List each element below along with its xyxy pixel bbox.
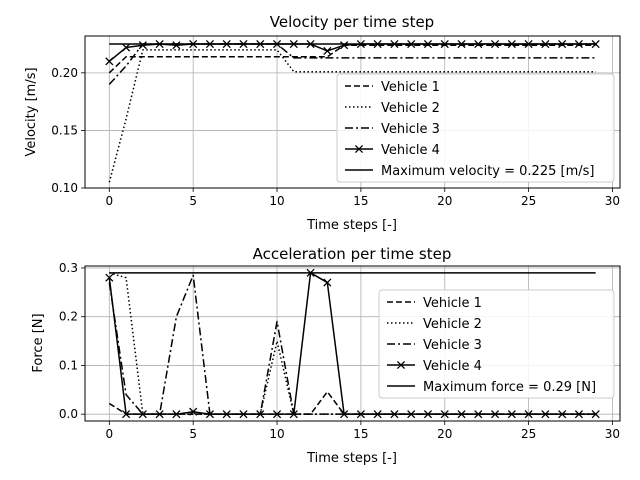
- velocity-y-axis-label: Velocity [m/s]: [24, 67, 39, 156]
- velocity-x-ticks: 0 5 10 15 20 25 30: [105, 188, 620, 208]
- acceleration-point-marker: [524, 410, 533, 419]
- acceleration-y-tick-label: 0.0: [59, 407, 78, 421]
- acceleration-legend-box: [378, 289, 615, 399]
- acceleration-y-axis-label: Force [N]: [31, 313, 46, 372]
- acceleration-point-marker: [558, 410, 567, 419]
- acceleration-legend-label: Maximum force = 0.29 [N]: [423, 380, 596, 395]
- velocity-point-marker: [323, 46, 332, 56]
- acceleration-legend-label: Vehicle 3: [423, 338, 482, 353]
- acceleration-point-marker: [155, 410, 164, 419]
- acceleration-point-marker: [457, 410, 466, 419]
- velocity-legend-label: Vehicle 3: [381, 122, 440, 137]
- acceleration-x-ticks: 0 5 10 15 20 25 30: [105, 421, 620, 441]
- velocity-x-tick-label: 0: [105, 194, 113, 208]
- velocity-legend-label: Maximum velocity = 0.225 [m/s]: [381, 164, 594, 179]
- acceleration-y-tick-label: 0.2: [59, 310, 78, 324]
- velocity-chart: Velocity per time step 0 5 10 15 20 25 30 0.10…: [24, 13, 621, 233]
- acceleration-point-marker: [272, 410, 282, 419]
- velocity-point-marker: [591, 40, 600, 49]
- acceleration-legend-label: Vehicle 1: [423, 296, 482, 311]
- acceleration-point-marker: [407, 410, 416, 419]
- velocity-legend-label: Vehicle 4: [381, 143, 440, 158]
- velocity-series-vehicle-4: [108, 43, 596, 62]
- velocity-legend-label: Vehicle 2: [381, 101, 440, 116]
- acceleration-x-tick-label: 0: [105, 427, 113, 441]
- velocity-legend-box: [336, 73, 615, 183]
- velocity-y-tick-label: 0.15: [51, 123, 78, 137]
- acceleration-x-tick-label: 20: [437, 427, 452, 441]
- acceleration-x-tick-label: 25: [521, 427, 536, 441]
- acceleration-x-axis-label: Time steps [-]: [306, 451, 397, 466]
- velocity-plot-frame: [84, 35, 621, 189]
- velocity-chart-title: Velocity per time step: [270, 13, 434, 31]
- acceleration-point-marker: [222, 410, 231, 419]
- acceleration-y-ticks: 0.0 0.1 0.2 0.3: [59, 261, 85, 421]
- acceleration-series: [105, 268, 600, 419]
- velocity-x-tick-label: 15: [353, 194, 368, 208]
- velocity-x-tick-label: 25: [521, 194, 536, 208]
- acceleration-point-marker: [340, 410, 349, 419]
- velocity-x-axis-label: Time steps [-]: [306, 218, 397, 233]
- acceleration-chart: Acceleration per time step 0 5 10 15 20 25 30 …: [31, 245, 621, 466]
- acceleration-point-marker: [138, 410, 147, 419]
- acceleration-point-marker: [474, 410, 483, 419]
- velocity-x-tick-label: 30: [605, 194, 620, 208]
- velocity-point-marker: [172, 41, 181, 50]
- acceleration-legend-label: Vehicle 4: [423, 359, 482, 374]
- velocity-series: [105, 40, 600, 183]
- velocity-series-vehicle-2: [108, 49, 596, 183]
- velocity-point-marker: [105, 57, 114, 66]
- velocity-legend-marker: [354, 144, 364, 154]
- velocity-x-tick-label: 5: [189, 194, 197, 208]
- acceleration-point-marker: [356, 410, 365, 419]
- acceleration-point-marker: [490, 410, 500, 419]
- acceleration-series-vehicle-4: [108, 272, 596, 415]
- acceleration-point-marker: [289, 410, 298, 419]
- velocity-point-marker: [340, 41, 349, 50]
- acceleration-x-tick-label: 5: [189, 427, 197, 441]
- acceleration-point-marker: [541, 410, 550, 419]
- acceleration-legend-marker: [396, 360, 406, 370]
- acceleration-legend-label: Vehicle 2: [423, 317, 482, 332]
- acceleration-point-marker: [105, 273, 114, 282]
- velocity-point-marker: [138, 41, 147, 50]
- velocity-y-tick-label: 0.20: [51, 66, 78, 80]
- acceleration-y-tick-label: 0.3: [59, 261, 78, 275]
- acceleration-y-tick-label: 0.1: [59, 358, 78, 372]
- acceleration-point-marker: [189, 407, 198, 416]
- acceleration-x-tick-label: 10: [269, 427, 284, 441]
- velocity-legend: Vehicle 1 Vehicle 2 Vehicle 3 Vehicle 4 Maxi…: [336, 73, 615, 183]
- acceleration-x-tick-label: 15: [353, 427, 368, 441]
- velocity-legend-label: Vehicle 1: [381, 80, 440, 95]
- acceleration-point-marker: [122, 410, 131, 419]
- acceleration-point-marker: [423, 410, 433, 419]
- acceleration-x-tick-label: 30: [605, 427, 620, 441]
- velocity-y-tick-label: 0.10: [51, 181, 78, 195]
- acceleration-point-marker: [373, 410, 382, 419]
- acceleration-point-marker: [172, 410, 181, 419]
- acceleration-point-marker: [507, 410, 516, 419]
- velocity-x-tick-label: 10: [269, 194, 284, 208]
- velocity-point-marker: [122, 43, 131, 52]
- acceleration-plot-frame: [84, 265, 621, 422]
- velocity-y-ticks: 0.10 0.15 0.20: [51, 66, 85, 195]
- acceleration-legend: Vehicle 1 Vehicle 2 Vehicle 3 Vehicle 4 Maxi…: [378, 289, 615, 399]
- acceleration-point-marker: [574, 410, 583, 419]
- acceleration-chart-title: Acceleration per time step: [253, 245, 452, 263]
- acceleration-point-marker: [440, 410, 449, 419]
- acceleration-point-marker: [256, 410, 265, 419]
- acceleration-point-marker: [239, 410, 248, 419]
- acceleration-point-marker: [591, 410, 600, 419]
- acceleration-point-marker: [323, 278, 332, 287]
- velocity-x-tick-label: 20: [437, 194, 452, 208]
- acceleration-point-marker: [390, 410, 399, 419]
- acceleration-point-marker: [205, 410, 215, 419]
